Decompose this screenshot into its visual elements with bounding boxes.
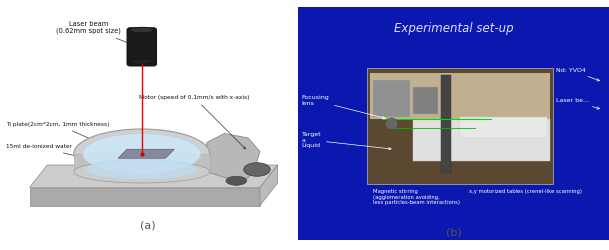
Polygon shape bbox=[260, 165, 278, 205]
FancyBboxPatch shape bbox=[460, 117, 547, 138]
Polygon shape bbox=[118, 149, 174, 158]
FancyBboxPatch shape bbox=[373, 80, 410, 117]
Ellipse shape bbox=[226, 176, 247, 185]
Text: Motor (speed of 0.1mm/s with x-axis): Motor (speed of 0.1mm/s with x-axis) bbox=[139, 95, 249, 149]
Polygon shape bbox=[74, 154, 209, 172]
Text: Nd: YVO4: Nd: YVO4 bbox=[556, 68, 599, 81]
Polygon shape bbox=[29, 188, 260, 206]
Text: Laser beam
(0.62mm spot size): Laser beam (0.62mm spot size) bbox=[56, 21, 138, 47]
FancyBboxPatch shape bbox=[127, 28, 157, 66]
FancyBboxPatch shape bbox=[414, 86, 438, 115]
FancyBboxPatch shape bbox=[298, 8, 609, 240]
FancyBboxPatch shape bbox=[442, 75, 451, 172]
Text: Focusing
lens: Focusing lens bbox=[301, 95, 385, 119]
Text: 15ml de-ionized water: 15ml de-ionized water bbox=[6, 144, 91, 160]
Text: x,y motorized tables (crenel-like scanning): x,y motorized tables (crenel-like scanni… bbox=[469, 189, 582, 194]
Ellipse shape bbox=[244, 163, 270, 176]
Text: Magnetic stirring
(agglomeration avoiding,
less particles-beam interactions): Magnetic stirring (agglomeration avoidin… bbox=[373, 189, 460, 206]
Ellipse shape bbox=[130, 59, 153, 64]
Ellipse shape bbox=[74, 129, 209, 178]
FancyBboxPatch shape bbox=[370, 72, 550, 119]
FancyBboxPatch shape bbox=[367, 68, 553, 184]
Text: Target
a
Liquid: Target a Liquid bbox=[301, 132, 391, 150]
Text: Ti plate(2cm*2cm, 1mm thickness): Ti plate(2cm*2cm, 1mm thickness) bbox=[6, 122, 121, 152]
Text: Experimental set-up: Experimental set-up bbox=[394, 22, 513, 35]
Text: (a): (a) bbox=[140, 220, 155, 230]
FancyBboxPatch shape bbox=[414, 119, 550, 161]
Ellipse shape bbox=[83, 134, 201, 174]
Ellipse shape bbox=[86, 160, 198, 180]
Ellipse shape bbox=[74, 160, 209, 183]
Text: Laser be…: Laser be… bbox=[556, 98, 599, 109]
Polygon shape bbox=[29, 165, 278, 188]
Text: (b): (b) bbox=[446, 228, 462, 238]
Ellipse shape bbox=[385, 118, 398, 130]
Polygon shape bbox=[206, 134, 260, 183]
Ellipse shape bbox=[130, 27, 153, 33]
